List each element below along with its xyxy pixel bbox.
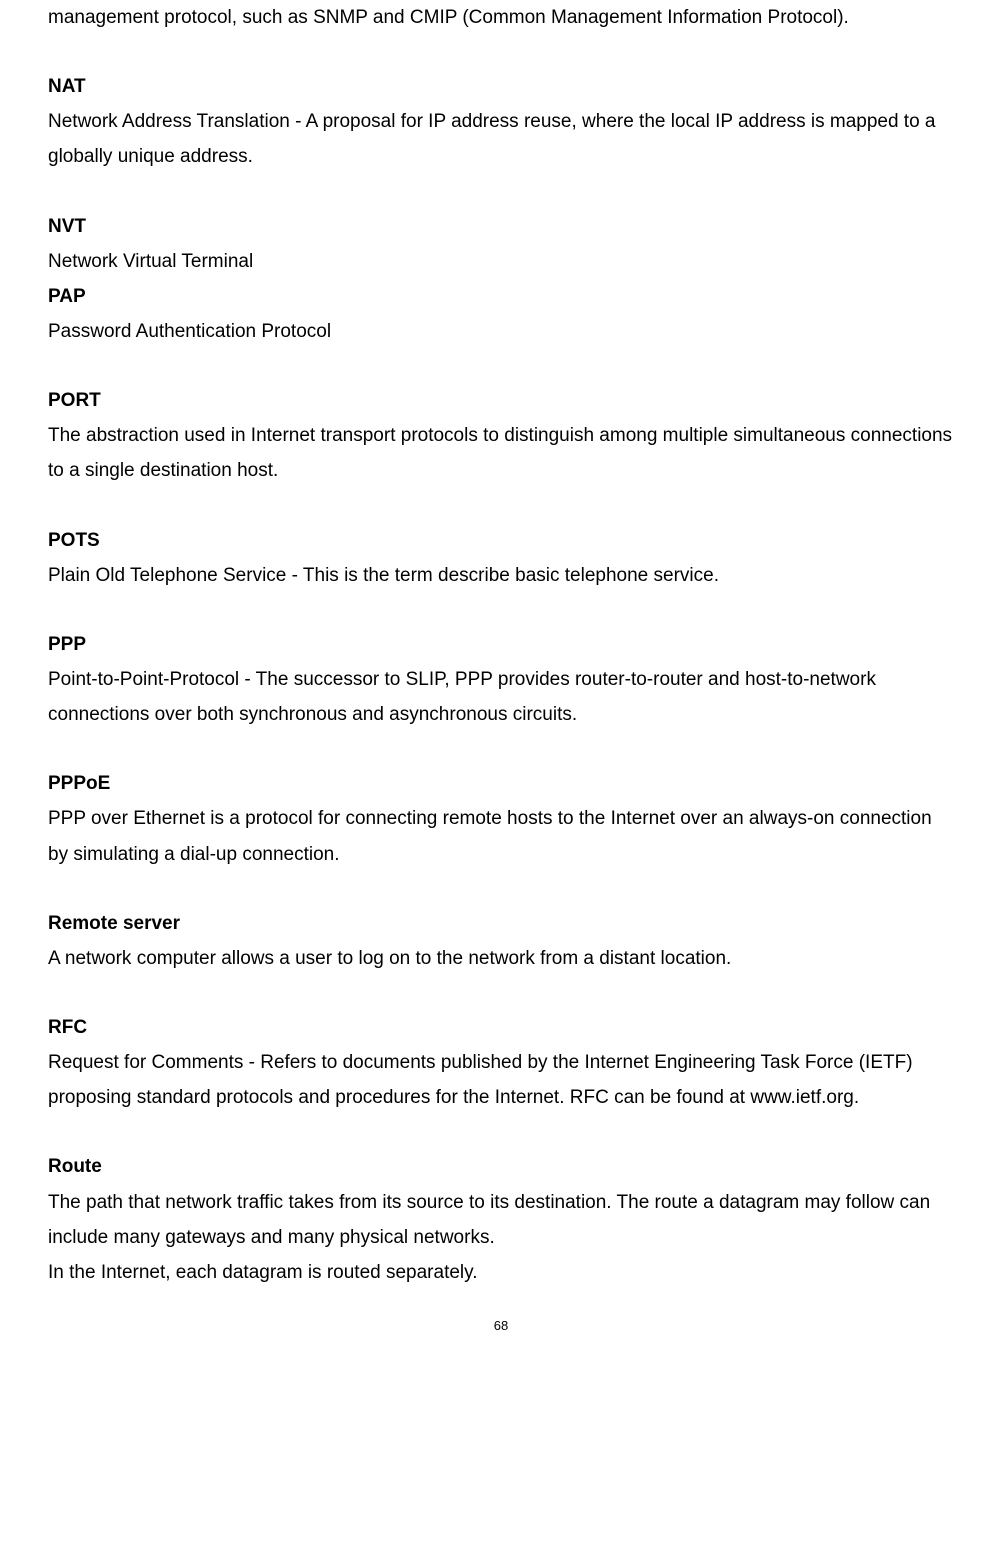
def-nvt: Network Virtual Terminal	[48, 244, 954, 279]
term-port: PORT	[48, 383, 954, 418]
spacer	[48, 593, 954, 627]
def-pots: Plain Old Telephone Service - This is th…	[48, 558, 954, 593]
def-pap: Password Authentication Protocol	[48, 314, 954, 349]
term-pppoe: PPPoE	[48, 766, 954, 801]
def-route-1: The path that network traffic takes from…	[48, 1185, 954, 1255]
def-route-2: In the Internet, each datagram is routed…	[48, 1255, 954, 1290]
document-body: management protocol, such as SNMP and CM…	[48, 0, 954, 1290]
spacer	[48, 349, 954, 383]
spacer	[48, 35, 954, 69]
def-nat: Network Address Translation - A proposal…	[48, 104, 954, 174]
term-nvt: NVT	[48, 209, 954, 244]
term-remote-server: Remote server	[48, 906, 954, 941]
def-remote-server: A network computer allows a user to log …	[48, 941, 954, 976]
term-pots: POTS	[48, 523, 954, 558]
term-nat: NAT	[48, 69, 954, 104]
term-ppp: PPP	[48, 627, 954, 662]
term-rfc: RFC	[48, 1010, 954, 1045]
term-route: Route	[48, 1149, 954, 1184]
spacer	[48, 1115, 954, 1149]
page-number: 68	[48, 1318, 954, 1333]
def-rfc: Request for Comments - Refers to documen…	[48, 1045, 954, 1115]
def-pppoe: PPP over Ethernet is a protocol for conn…	[48, 801, 954, 871]
spacer	[48, 872, 954, 906]
def-ppp: Point-to-Point-Protocol - The successor …	[48, 662, 954, 732]
intro-paragraph: management protocol, such as SNMP and CM…	[48, 0, 954, 35]
spacer	[48, 732, 954, 766]
def-port: The abstraction used in Internet transpo…	[48, 418, 954, 488]
spacer	[48, 489, 954, 523]
term-pap: PAP	[48, 279, 954, 314]
spacer	[48, 976, 954, 1010]
spacer	[48, 175, 954, 209]
